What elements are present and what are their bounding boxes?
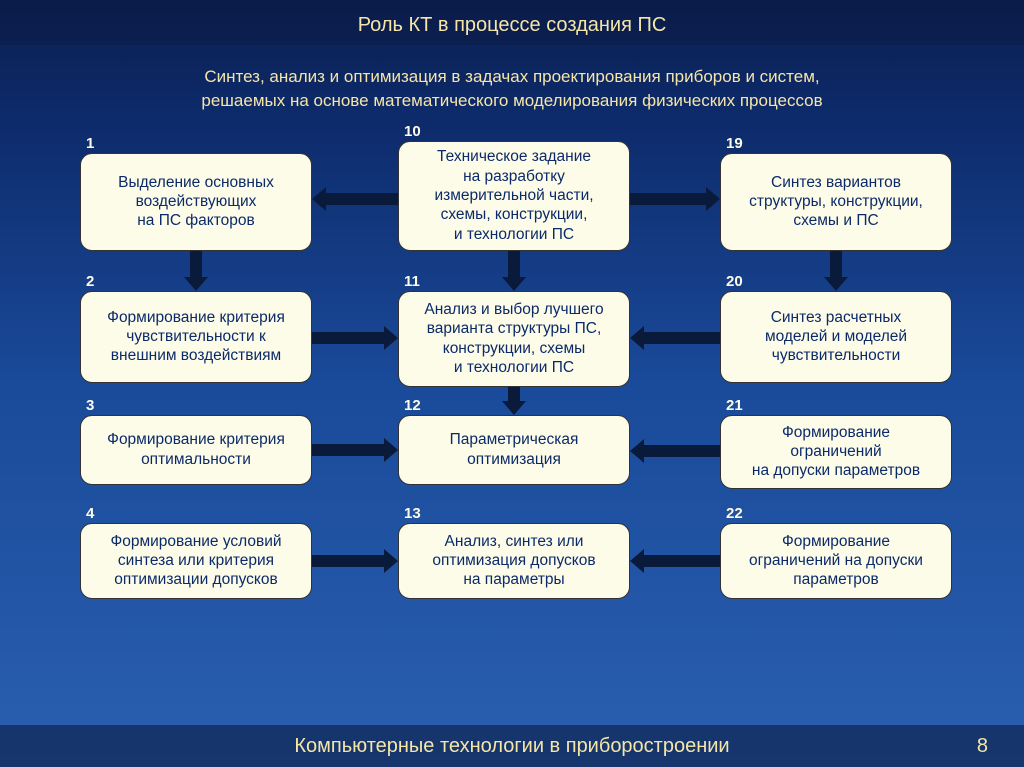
node-number: 19 [726, 135, 743, 152]
footer-text: Компьютерные технологии в приборостроени… [294, 735, 729, 758]
flowchart-node: Техническое заданиена разработкуизмерите… [398, 141, 630, 251]
arrow [824, 251, 848, 291]
subtitle-line-2: решаемых на основе математического модел… [201, 91, 822, 110]
node-number: 21 [726, 397, 743, 414]
subtitle-line-1: Синтез, анализ и оптимизация в задачах п… [204, 67, 819, 86]
flowchart-canvas: 1Выделение основныхвоздействующихна ПС ф… [0, 123, 1024, 683]
slide-footer: Компьютерные технологии в приборостроени… [0, 725, 1024, 767]
arrow [502, 387, 526, 415]
node-number: 12 [404, 397, 421, 414]
arrow [312, 438, 398, 462]
page-number: 8 [977, 735, 988, 758]
slide-title: Роль КТ в процессе создания ПС [0, 0, 1024, 45]
flowchart-node: Формированиеограничений на допускипараме… [720, 523, 952, 599]
arrow [184, 251, 208, 291]
node-number: 3 [86, 397, 94, 414]
flowchart-node: Формирование условийсинтеза или критерия… [80, 523, 312, 599]
flowchart-node: Параметрическаяоптимизация [398, 415, 630, 485]
arrow [502, 251, 526, 291]
node-number: 22 [726, 505, 743, 522]
node-number: 4 [86, 505, 94, 522]
arrow [312, 187, 398, 211]
flowchart-node: Анализ, синтез илиоптимизация допусковна… [398, 523, 630, 599]
node-number: 13 [404, 505, 421, 522]
node-number: 2 [86, 273, 94, 290]
arrow [630, 549, 720, 573]
flowchart-node: Формированиеограниченийна допуски параме… [720, 415, 952, 489]
arrow [312, 549, 398, 573]
node-number: 11 [404, 273, 420, 290]
arrow [630, 439, 720, 463]
arrow [630, 326, 720, 350]
node-number: 10 [404, 123, 421, 140]
flowchart-node: Синтез вариантовструктуры, конструкции,с… [720, 153, 952, 251]
arrow [630, 187, 720, 211]
flowchart-node: Формирование критерияоптимальности [80, 415, 312, 485]
flowchart-node: Анализ и выбор лучшеговарианта структуры… [398, 291, 630, 387]
node-number: 1 [86, 135, 94, 152]
flowchart-node: Формирование критериячувствительности кв… [80, 291, 312, 383]
flowchart-node: Выделение основныхвоздействующихна ПС фа… [80, 153, 312, 251]
flowchart-node: Синтез расчетныхмоделей и моделейчувстви… [720, 291, 952, 383]
node-number: 20 [726, 273, 743, 290]
arrow [312, 326, 398, 350]
slide-subtitle: Синтез, анализ и оптимизация в задачах п… [0, 45, 1024, 123]
